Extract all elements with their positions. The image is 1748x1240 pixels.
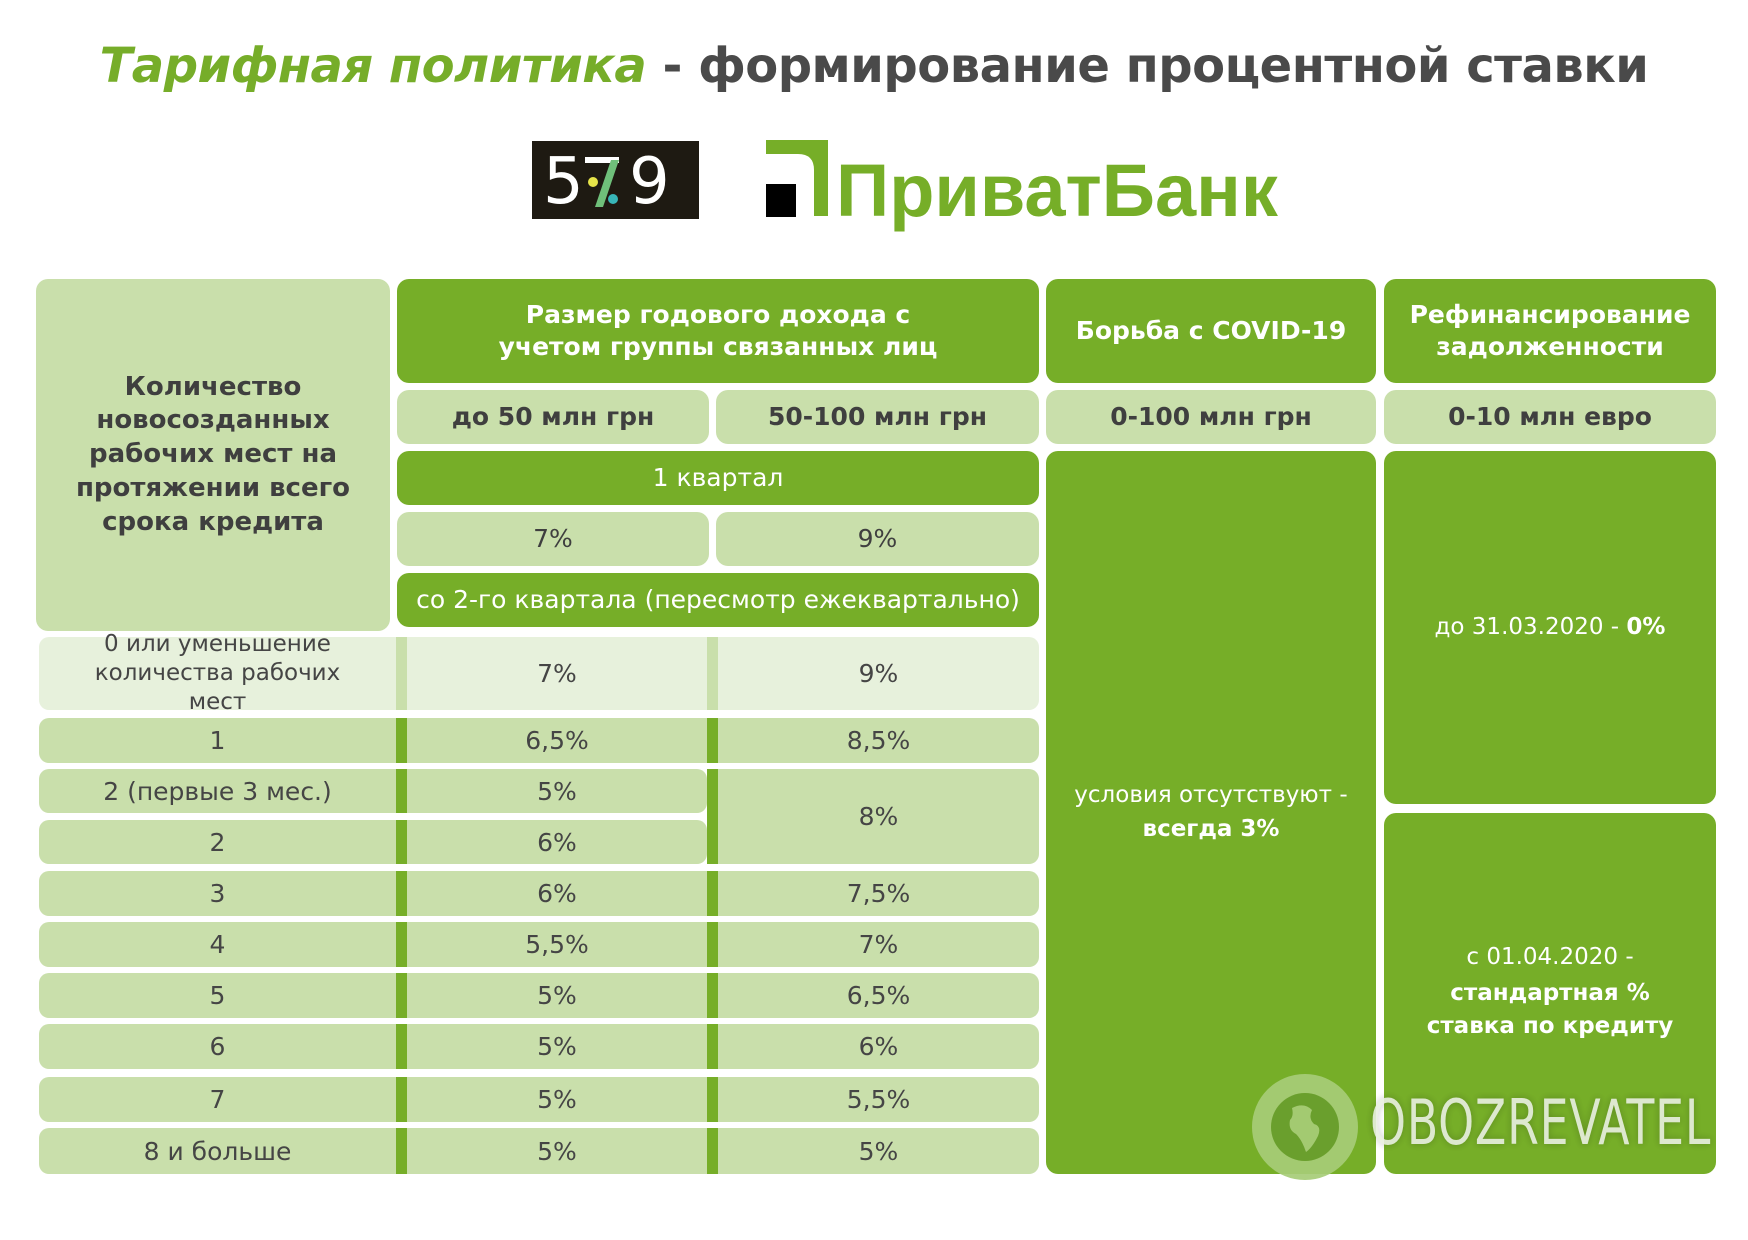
table-row: 4 5,5% 7% <box>39 922 1039 967</box>
rate-50-to-100: 8% <box>858 802 899 831</box>
title-rest: - формирование процентной ставки <box>646 38 1649 94</box>
page-title: Тарифная политика - формирование процент… <box>0 38 1748 94</box>
rate-50-to-100: 5% <box>858 1136 899 1166</box>
table-row: 7 5% 5,5% <box>39 1077 1039 1122</box>
quarter-1-rate-up-to-50: 7% <box>397 512 709 566</box>
table-row: 2 6% <box>39 820 707 864</box>
column-separator <box>707 1024 718 1069</box>
rate-up-to-50: 5% <box>537 1032 577 1061</box>
subheader-up-to-50: до 50 млн грн <box>397 390 709 444</box>
header-refinance: Рефинансирование задолженности <box>1384 279 1716 383</box>
column-separator <box>707 637 718 710</box>
column-separator <box>396 820 407 864</box>
rate-up-to-50: 5,5% <box>525 930 589 959</box>
column-separator <box>396 637 407 710</box>
title-accent: Тарифная политика <box>99 38 647 94</box>
jobs-cell: 2 <box>209 827 226 857</box>
covid-body: условия отсутствуют - всегда 3% <box>1046 451 1376 1174</box>
rate-50-to-100: 6,5% <box>846 981 911 1010</box>
rate-50-to-100: 5,5% <box>846 1085 911 1114</box>
jobs-cell: 5 <box>209 981 226 1010</box>
column-separator <box>396 922 407 967</box>
privatbank-icon: ПриватБанк <box>766 140 1279 232</box>
svg-text:5: 5 <box>543 147 584 213</box>
header-income: Размер годового дохода с учетом группы с… <box>397 279 1039 383</box>
row-header-jobs: Количество новосозданных рабочих мест на… <box>36 279 390 631</box>
rate-up-to-50: 7% <box>537 659 577 688</box>
rate-50-to-100: 9% <box>858 659 899 688</box>
column-separator <box>396 1128 407 1174</box>
quarter-1-rate-50-to-100: 9% <box>716 512 1039 566</box>
rate-up-to-50: 6,5% <box>525 726 589 755</box>
rate-up-to-50: 6% <box>537 827 577 857</box>
column-separator <box>707 1077 718 1122</box>
jobs-cell: 1 <box>209 726 226 755</box>
header-covid: Борьба с COVID-19 <box>1046 279 1376 383</box>
column-separator <box>396 973 407 1018</box>
privatbank-logo: ПриватБанк <box>766 140 1316 234</box>
column-separator <box>396 1024 407 1069</box>
rate-50-to-100: 6% <box>858 1032 899 1061</box>
column-separator <box>707 973 718 1018</box>
rate-50-to-100: 7,5% <box>846 879 911 908</box>
subheader-refinance: 0-10 млн евро <box>1384 390 1716 444</box>
column-separator <box>396 1077 407 1122</box>
logo-579: 5 9 <box>532 141 699 219</box>
jobs-cell: 4 <box>209 930 226 959</box>
rate-up-to-50: 5% <box>537 981 577 1010</box>
column-separator <box>707 718 718 763</box>
column-separator <box>707 871 718 916</box>
from-quarter-2-label: со 2-го квартала (пересмотр ежеквартальн… <box>397 573 1039 627</box>
rate-up-to-50: 5% <box>537 1085 577 1114</box>
jobs-cell: 2 (первые 3 мес.) <box>103 776 332 806</box>
table-row: 5 5% 6,5% <box>39 973 1039 1018</box>
jobs-cell: 7 <box>209 1085 226 1114</box>
table-row: 3 6% 7,5% <box>39 871 1039 916</box>
jobs-cell: 0 или уменьшение количества рабочих мест <box>94 631 341 715</box>
refinance-from-april: с 01.04.2020 - стандартная % ставка по к… <box>1384 813 1716 1174</box>
rate-up-to-50: 6% <box>537 879 577 908</box>
quarter-1-label: 1 квартал <box>397 451 1039 505</box>
rate-up-to-50: 5% <box>537 1136 577 1166</box>
column-separator <box>707 1128 718 1174</box>
subheader-covid: 0-100 млн грн <box>1046 390 1376 444</box>
table-row: 1 6,5% 8,5% <box>39 718 1039 763</box>
logo-579-icon: 5 9 <box>543 147 670 213</box>
jobs-cell: 6 <box>209 1032 226 1061</box>
svg-text:9: 9 <box>629 147 670 213</box>
merged-rate-cell: 8% <box>707 769 1039 864</box>
rate-up-to-50: 5% <box>537 776 577 806</box>
column-separator <box>396 871 407 916</box>
table-row: 2 (первые 3 мес.) 5% <box>39 769 707 813</box>
column-separator <box>707 769 718 864</box>
jobs-cell: 3 <box>209 879 226 908</box>
subheader-50-to-100: 50-100 млн грн <box>716 390 1039 444</box>
rate-50-to-100: 7% <box>858 930 899 959</box>
jobs-cell: 8 и больше <box>143 1136 292 1166</box>
rate-50-to-100: 8,5% <box>846 726 911 755</box>
column-separator <box>396 769 407 813</box>
table-row: 6 5% 6% <box>39 1024 1039 1069</box>
refinance-until-march: до 31.03.2020 - 0% <box>1384 451 1716 804</box>
column-separator <box>707 922 718 967</box>
column-separator <box>396 718 407 763</box>
svg-text:ПриватБанк: ПриватБанк <box>836 149 1279 232</box>
table-row: 8 и больше 5% 5% <box>39 1128 1039 1174</box>
table-row: 0 или уменьшение количества рабочих мест… <box>39 631 1039 715</box>
